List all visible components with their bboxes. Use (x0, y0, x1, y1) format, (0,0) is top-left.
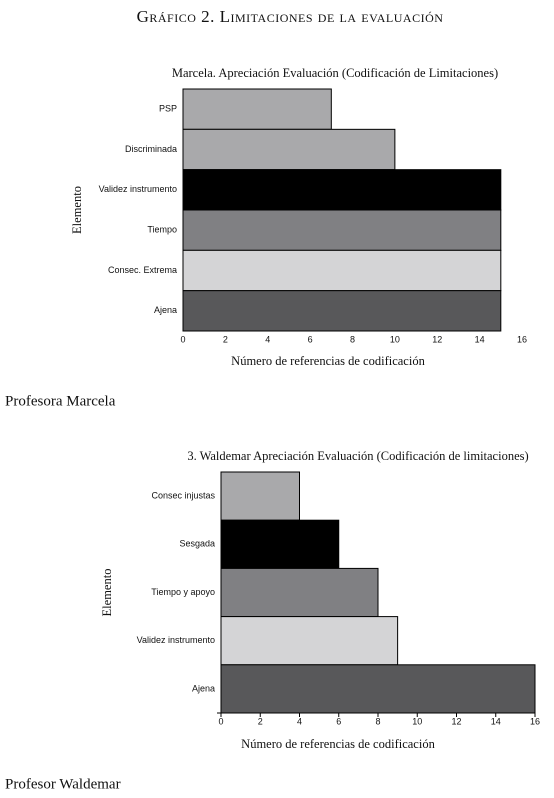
x-tick-label: 6 (336, 716, 341, 726)
bar (220, 616, 399, 666)
y-tick-label: Tiempo (147, 225, 177, 235)
chart-title: 3. Waldemar Apreciación Evaluación (Codi… (187, 449, 528, 463)
bar (182, 290, 502, 332)
x-tick-label: 12 (432, 334, 442, 344)
bar (182, 169, 502, 211)
y-tick-label: Discriminada (125, 144, 177, 154)
x-tick-label: 2 (258, 716, 263, 726)
bar (182, 209, 502, 251)
y-tick-label: Validez instrumento (137, 635, 215, 645)
y-tick-label: PSP (159, 104, 177, 114)
y-tick-label: Consec. Extrema (108, 265, 177, 275)
x-tick-label: 0 (218, 716, 223, 726)
x-tick-label: 14 (491, 716, 501, 726)
caption: Profesor Waldemar (5, 776, 121, 792)
bar (182, 88, 332, 130)
x-tick-label: 0 (180, 334, 185, 344)
chart-title: Marcela. Apreciación Evaluación (Codific… (172, 66, 498, 80)
bar (220, 567, 379, 618)
x-axis-title: Número de referencias de codificación (231, 354, 425, 368)
y-tick-label: Consec injustas (151, 490, 215, 500)
bar (220, 519, 340, 569)
page-title: Gráfico 2. Limitaciones de la evaluación (137, 7, 444, 26)
y-tick-label: Validez instrumento (99, 184, 177, 194)
x-tick-label: 14 (475, 334, 485, 344)
x-tick-label: 10 (390, 334, 400, 344)
x-tick-label: 4 (265, 334, 270, 344)
bar (220, 471, 300, 521)
y-tick-label: Ajena (192, 683, 215, 693)
y-axis-title: Elemento (70, 186, 84, 234)
x-axis-title: Número de referencias de codificación (241, 737, 435, 751)
x-tick-label: 6 (308, 334, 313, 344)
y-axis-title: Elemento (100, 569, 114, 617)
y-tick-label: Sesgada (179, 539, 215, 549)
y-tick-label: Ajena (154, 305, 177, 315)
bar (220, 664, 536, 714)
x-tick-label: 8 (350, 334, 355, 344)
x-tick-label: 16 (530, 716, 540, 726)
bar (182, 128, 396, 171)
x-tick-label: 8 (375, 716, 380, 726)
x-tick-label: 4 (297, 716, 302, 726)
y-tick-label: Tiempo y apoyo (151, 587, 215, 597)
bar (182, 249, 502, 292)
x-tick-label: 10 (412, 716, 422, 726)
caption: Profesora Marcela (5, 393, 116, 409)
x-tick-label: 12 (451, 716, 461, 726)
x-tick-label: 2 (223, 334, 228, 344)
x-tick-label: 16 (517, 334, 527, 344)
